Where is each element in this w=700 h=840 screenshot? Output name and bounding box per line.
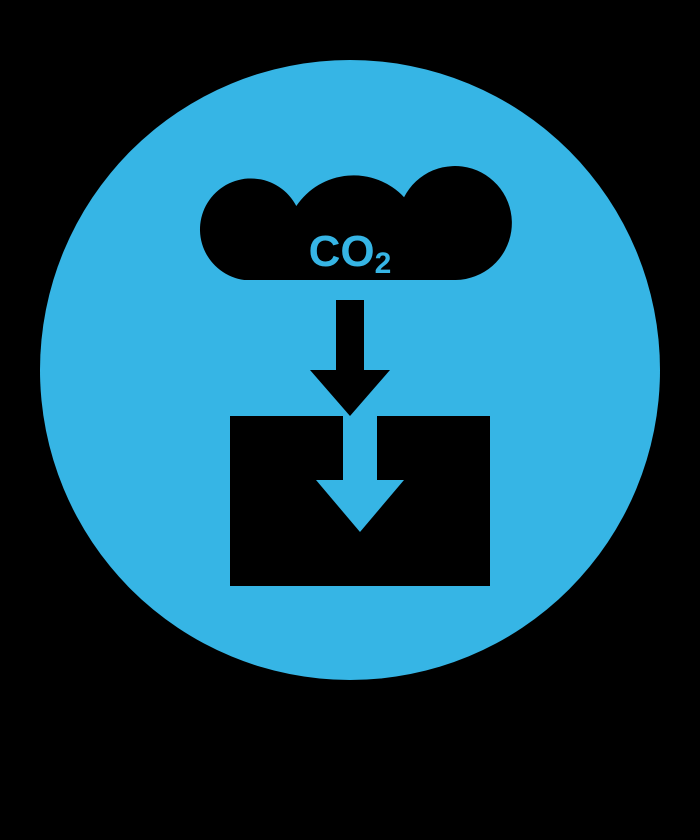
co2-capture-icon: CO2 bbox=[0, 0, 700, 840]
co2-label: CO2 bbox=[280, 230, 420, 274]
co2-label-main: CO bbox=[309, 227, 375, 276]
down-arrow-icon bbox=[310, 300, 390, 416]
co2-label-sub: 2 bbox=[375, 247, 392, 280]
co2-to-box-glyph bbox=[0, 0, 700, 840]
